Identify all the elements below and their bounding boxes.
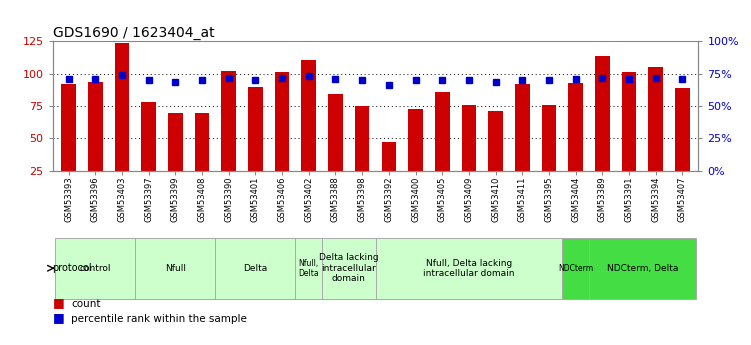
Text: Delta lacking
intracellular
domain: Delta lacking intracellular domain [319,253,379,283]
Bar [515,84,529,203]
Bar [409,109,423,203]
Bar [275,72,289,203]
Bar [216,238,295,299]
Bar [56,238,135,299]
Bar [141,102,156,203]
Text: ■: ■ [53,311,65,324]
Bar [622,72,636,203]
Bar [589,238,695,299]
Text: protocol: protocol [53,263,92,273]
Text: count: count [71,299,101,309]
Bar [462,105,476,203]
Text: Nfull,
Delta: Nfull, Delta [298,258,319,278]
Bar [435,92,450,203]
Bar [541,105,556,203]
Bar [595,56,610,203]
Bar [488,111,503,203]
Bar [648,67,663,203]
Bar [115,43,129,203]
Bar [222,71,236,203]
Bar [135,238,216,299]
Bar [322,238,376,299]
Bar [248,87,263,203]
Bar [382,142,397,203]
Text: control: control [80,264,111,273]
Text: Nfull: Nfull [164,264,185,273]
Bar [62,84,76,203]
Bar [88,81,103,203]
Bar [168,112,182,203]
Text: Nfull, Delta lacking
intracellular domain: Nfull, Delta lacking intracellular domai… [423,258,514,278]
Bar [376,238,562,299]
Bar [195,112,210,203]
Bar [562,238,589,299]
Bar [354,106,369,203]
Text: GDS1690 / 1623404_at: GDS1690 / 1623404_at [53,26,214,40]
Text: NDCterm, Delta: NDCterm, Delta [607,264,678,273]
Text: percentile rank within the sample: percentile rank within the sample [71,314,247,324]
Bar [675,88,689,203]
Text: NDCterm: NDCterm [558,264,593,273]
Text: Delta: Delta [243,264,267,273]
Bar [295,238,322,299]
Bar [569,83,583,203]
Bar [328,95,342,203]
Bar [301,59,316,203]
Text: ■: ■ [53,296,65,309]
